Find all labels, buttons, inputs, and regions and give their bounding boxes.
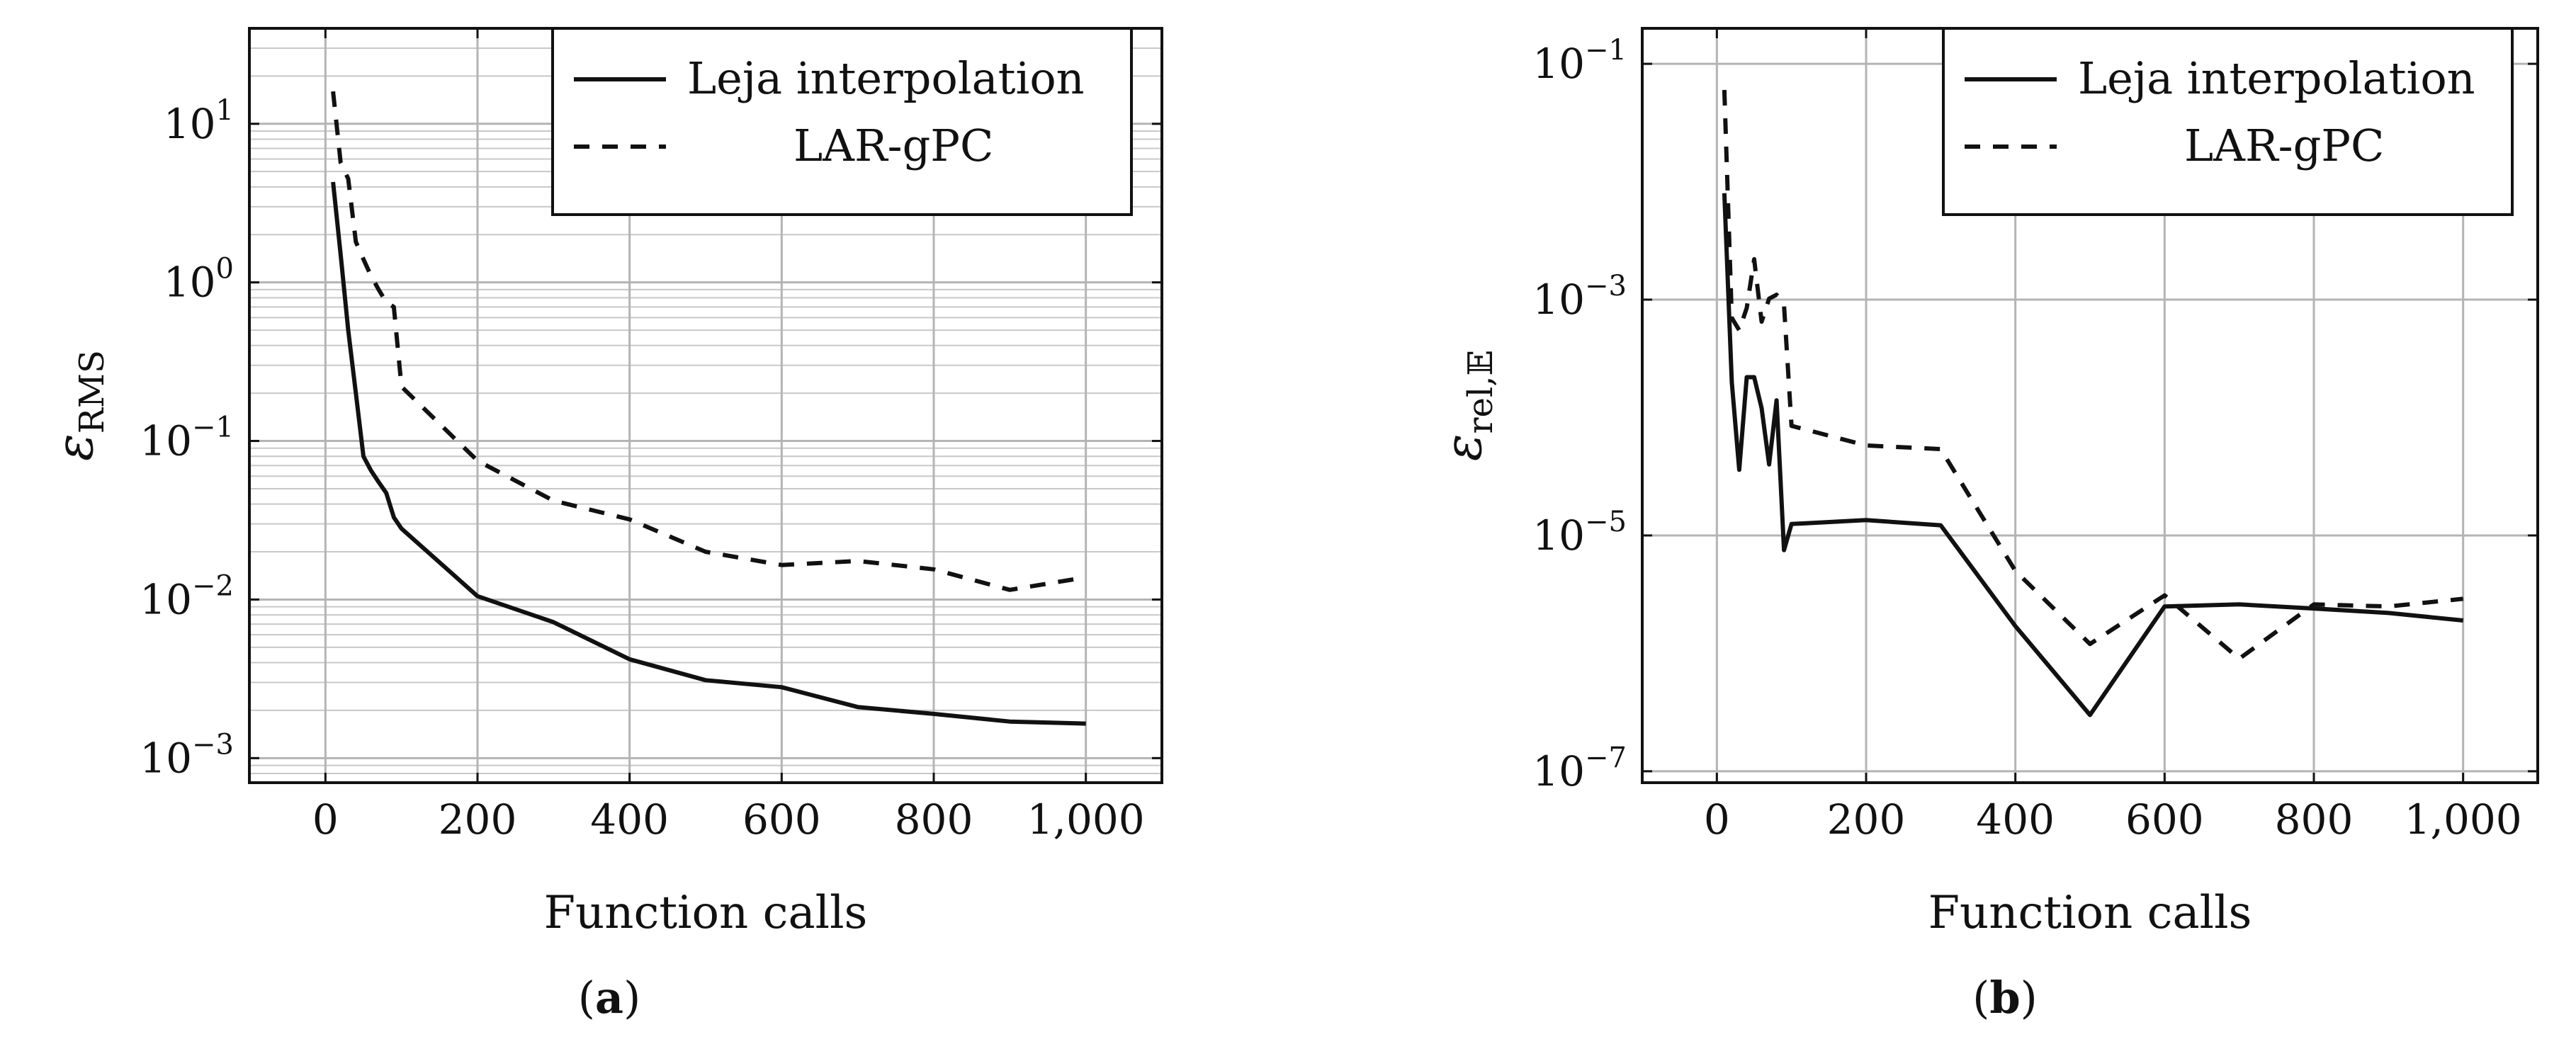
x-tick-label: 0	[1704, 795, 1730, 844]
y-tick-label-exponent: −3	[1585, 270, 1627, 302]
panel-caption-letter: a	[595, 972, 623, 1024]
x-tick-label: 400	[590, 795, 669, 844]
series-line-lar-gpc	[331, 91, 1087, 592]
y-tick-label: 10−1	[1532, 34, 1627, 88]
y-tick-label-base: 10	[1532, 747, 1585, 795]
y-tick-label-base: 10	[140, 417, 192, 465]
x-axis-label: Function calls	[544, 887, 868, 939]
x-tick-label: 1,000	[2405, 795, 2522, 844]
y-tick-label-exponent: −7	[1585, 742, 1627, 774]
y-axis-label-subscript: rel,𝔼	[1461, 350, 1501, 434]
panel-caption-close: )	[2021, 972, 2038, 1024]
y-axis-label-symbol: ε	[45, 433, 104, 461]
y-axis-label-symbol: ε	[1433, 433, 1493, 461]
y-tick-label-base: 10	[1532, 511, 1585, 560]
y-tick-label: 10−2	[140, 569, 234, 623]
x-tick-label: 400	[1976, 795, 2055, 844]
x-tick-label: 200	[1827, 795, 1906, 844]
series-group	[1722, 89, 2464, 718]
series-line-leja-interpolation	[1722, 193, 2464, 718]
y-tick-label: 10−7	[1532, 742, 1627, 795]
panel-caption: (a)	[578, 972, 641, 1024]
legend-entry-label: LAR-gPC	[2184, 120, 2384, 171]
y-tick-label-base: 10	[140, 734, 192, 782]
legend-box	[1942, 27, 2514, 216]
y-tick-label-base: 10	[140, 575, 192, 623]
x-tick-label: 0	[312, 795, 339, 844]
series-line-leja-interpolation	[331, 181, 1086, 726]
panel-caption-close: )	[623, 972, 640, 1024]
y-tick-label-exponent: 0	[216, 253, 234, 285]
panel-caption: (b)	[1972, 972, 2038, 1024]
legend-entry-label: LAR-gPC	[793, 120, 993, 171]
legend: Leja interpolation LAR-gPC	[551, 27, 1133, 216]
panel-caption-open: (	[578, 972, 595, 1024]
y-axis-label: εRMS	[45, 350, 112, 461]
y-tick-label-exponent: −5	[1585, 506, 1627, 538]
y-tick-label: 10−1	[140, 412, 234, 465]
x-axis-label: Function calls	[1928, 887, 2252, 939]
x-tick-label: 600	[2125, 795, 2204, 844]
y-tick-label-exponent: −1	[1585, 34, 1627, 67]
y-tick-label: 10−5	[1532, 506, 1627, 560]
y-tick-label: 101	[164, 94, 234, 148]
y-tick-label: 100	[164, 253, 234, 307]
series-line-lar-gpc	[1722, 89, 2464, 661]
y-axis-label-subscript: RMS	[72, 350, 112, 433]
y-tick-label-exponent: −1	[192, 412, 234, 444]
y-tick-label-base: 10	[164, 259, 216, 307]
x-tick-label: 800	[895, 795, 973, 844]
y-tick-label: 10−3	[140, 728, 234, 782]
chart-panel-a: 0 200 400 600 800 1,00010−310−210−1100101Leja…	[45, 27, 1163, 1024]
y-tick-label-base: 10	[164, 100, 216, 148]
y-tick-label-base: 10	[1532, 276, 1585, 324]
series-group	[331, 91, 1087, 726]
y-tick-label: 10−3	[1532, 270, 1627, 324]
x-tick-label: 600	[742, 795, 821, 844]
x-tick-label: 200	[439, 795, 517, 844]
legend-entry-label: Leja interpolation	[2078, 52, 2475, 104]
panel-caption-open: (	[1972, 972, 1989, 1024]
y-tick-label-base: 10	[1532, 40, 1585, 88]
legend-entry-label: Leja interpolation	[687, 52, 1085, 104]
y-axis-label: εrel,𝔼	[1433, 350, 1501, 461]
x-tick-label: 1,000	[1027, 795, 1145, 844]
x-tick-label: 800	[2275, 795, 2354, 844]
legend: Leja interpolation LAR-gPC	[1942, 27, 2514, 216]
y-tick-label-exponent: −2	[192, 569, 234, 602]
panel-caption-letter: b	[1989, 972, 2020, 1024]
legend-box	[551, 27, 1133, 216]
y-tick-label-exponent: 1	[216, 94, 234, 127]
y-tick-label-exponent: −3	[192, 728, 234, 761]
